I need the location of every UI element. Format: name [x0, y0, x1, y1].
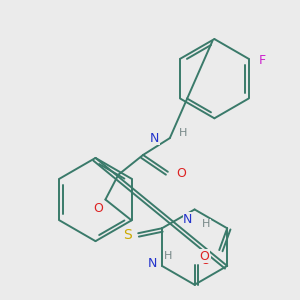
Text: O: O: [200, 250, 209, 262]
Text: O: O: [94, 202, 103, 214]
Text: N: N: [148, 257, 157, 270]
Text: O: O: [200, 254, 210, 268]
Text: H: H: [179, 128, 187, 138]
Text: S: S: [124, 228, 132, 242]
Text: H: H: [164, 251, 172, 261]
Text: N: N: [149, 132, 159, 145]
Text: O: O: [176, 167, 186, 180]
Text: H: H: [202, 219, 211, 229]
Text: N: N: [183, 213, 193, 226]
Text: F: F: [259, 54, 266, 67]
